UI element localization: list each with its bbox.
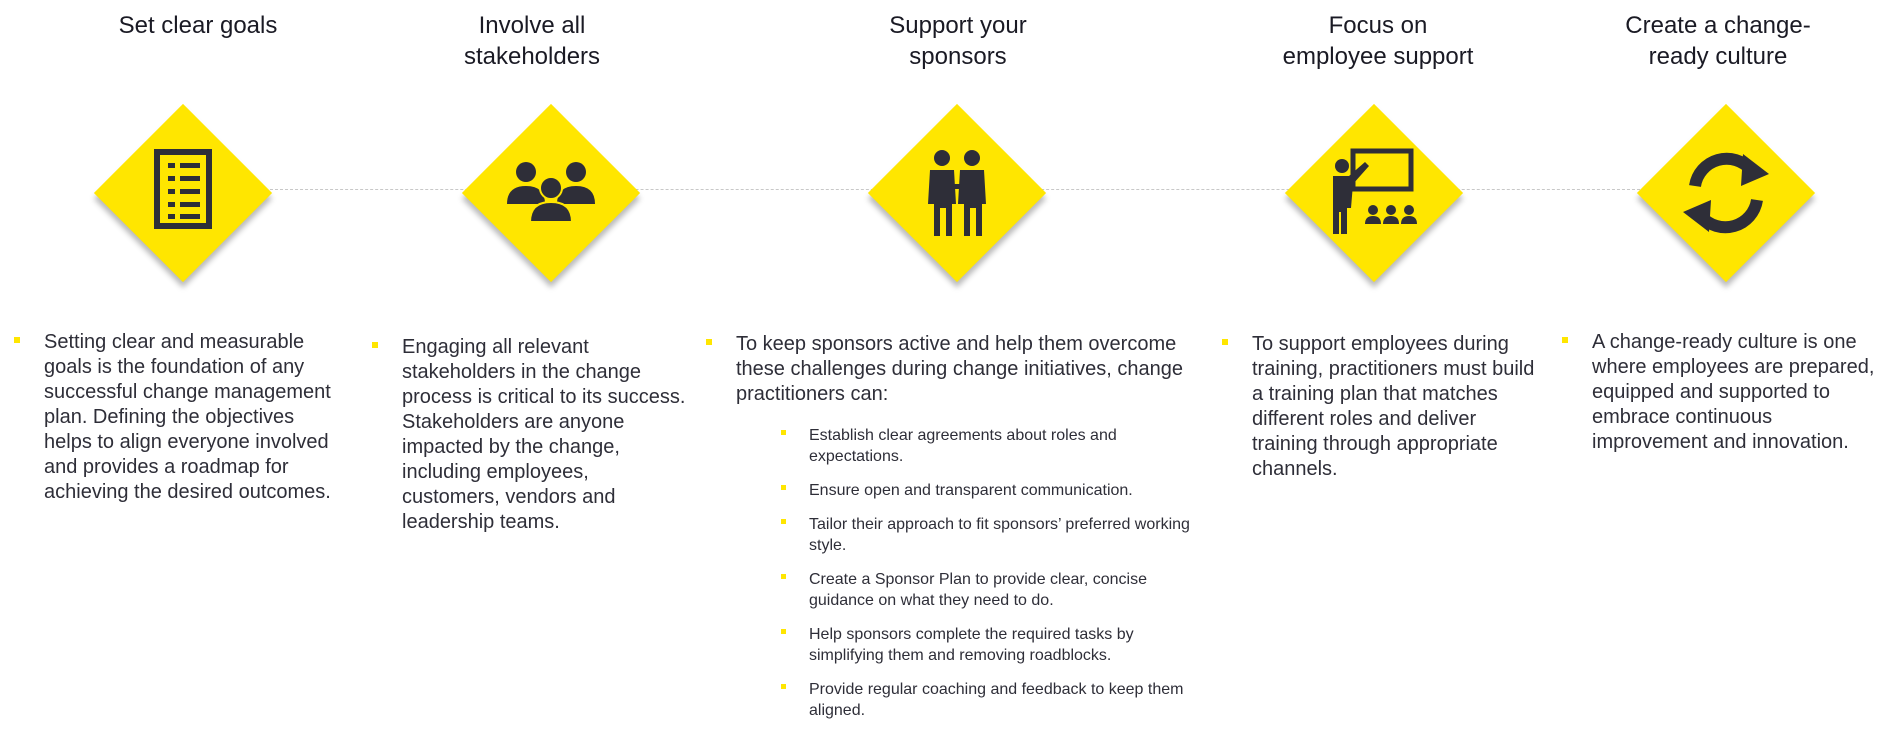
group-people-icon	[507, 162, 595, 223]
step-4-title: Focus on employee support	[1282, 12, 1474, 70]
presentation-training-icon	[1333, 148, 1417, 234]
step-4-diamond	[1284, 103, 1464, 283]
step-1-text: Setting clear and measurable goals is th…	[44, 331, 331, 503]
step-4-bullet: To support employees during training, pr…	[1222, 332, 1540, 482]
step-1-bullet: Setting clear and measurable goals is th…	[14, 330, 336, 505]
step-5-diamond	[1636, 103, 1816, 283]
bullet-square	[781, 684, 786, 689]
list-item: Create a Sponsor Plan to provide clear, …	[781, 569, 1209, 611]
bullet-square	[781, 519, 786, 524]
step-3-text: To keep sponsors active and help them ov…	[736, 333, 1183, 405]
step-3-diamond	[867, 103, 1047, 283]
step-1-title: Set clear goals	[118, 12, 278, 39]
bullet-square	[781, 629, 786, 634]
bullet-square	[706, 339, 712, 345]
bullet-square	[781, 485, 786, 490]
step-2-text: Engaging all relevant stakeholders in th…	[402, 336, 686, 533]
list-item-text: Provide regular coaching and feedback to…	[809, 681, 1184, 719]
step-5-text: A change-ready culture is one where empl…	[1592, 331, 1875, 453]
list-item: Ensure open and transparent communicatio…	[781, 480, 1209, 501]
bullet-square	[14, 337, 20, 343]
step-5-description: A change-ready culture is one where empl…	[1562, 330, 1882, 455]
checklist-icon	[154, 149, 212, 229]
step-5-bullet: A change-ready culture is one where empl…	[1562, 330, 1882, 455]
refresh-cycle-icon	[1683, 152, 1769, 234]
list-item-text: Help sponsors complete the required task…	[809, 626, 1134, 664]
list-item-text: Ensure open and transparent communicatio…	[809, 482, 1133, 499]
step-2-description: Engaging all relevant stakeholders in th…	[372, 335, 690, 535]
step-2-title: Involve all stakeholders	[463, 12, 601, 70]
list-item: Help sponsors complete the required task…	[781, 624, 1209, 666]
sponsor-actions-list: Establish clear agreements about roles a…	[706, 425, 1216, 721]
bullet-square	[372, 342, 378, 348]
bullet-square	[1222, 339, 1228, 345]
list-item-text: Tailor their approach to fit sponsors’ p…	[809, 516, 1190, 554]
bullet-square	[1562, 337, 1568, 343]
bullet-square	[781, 430, 786, 435]
step-1-diamond	[93, 103, 273, 283]
step-2-bullet: Engaging all relevant stakeholders in th…	[372, 335, 690, 535]
list-item-text: Create a Sponsor Plan to provide clear, …	[809, 571, 1147, 609]
step-3-description: To keep sponsors active and help them ov…	[706, 332, 1216, 734]
step-2-diamond	[461, 103, 641, 283]
list-item: Tailor their approach to fit sponsors’ p…	[781, 514, 1209, 556]
step-3-title: Support your sponsors	[889, 12, 1027, 70]
step-1-description: Setting clear and measurable goals is th…	[14, 330, 336, 505]
step-5-title: Create a change- ready culture	[1625, 12, 1811, 70]
list-item: Provide regular coaching and feedback to…	[781, 679, 1209, 721]
two-people-icon	[928, 150, 986, 236]
bullet-square	[781, 574, 786, 579]
step-4-description: To support employees during training, pr…	[1222, 332, 1540, 482]
step-3-bullet: To keep sponsors active and help them ov…	[706, 332, 1216, 407]
list-item-text: Establish clear agreements about roles a…	[809, 427, 1117, 465]
list-item: Establish clear agreements about roles a…	[781, 425, 1169, 467]
step-4-text: To support employees during training, pr…	[1252, 333, 1535, 480]
